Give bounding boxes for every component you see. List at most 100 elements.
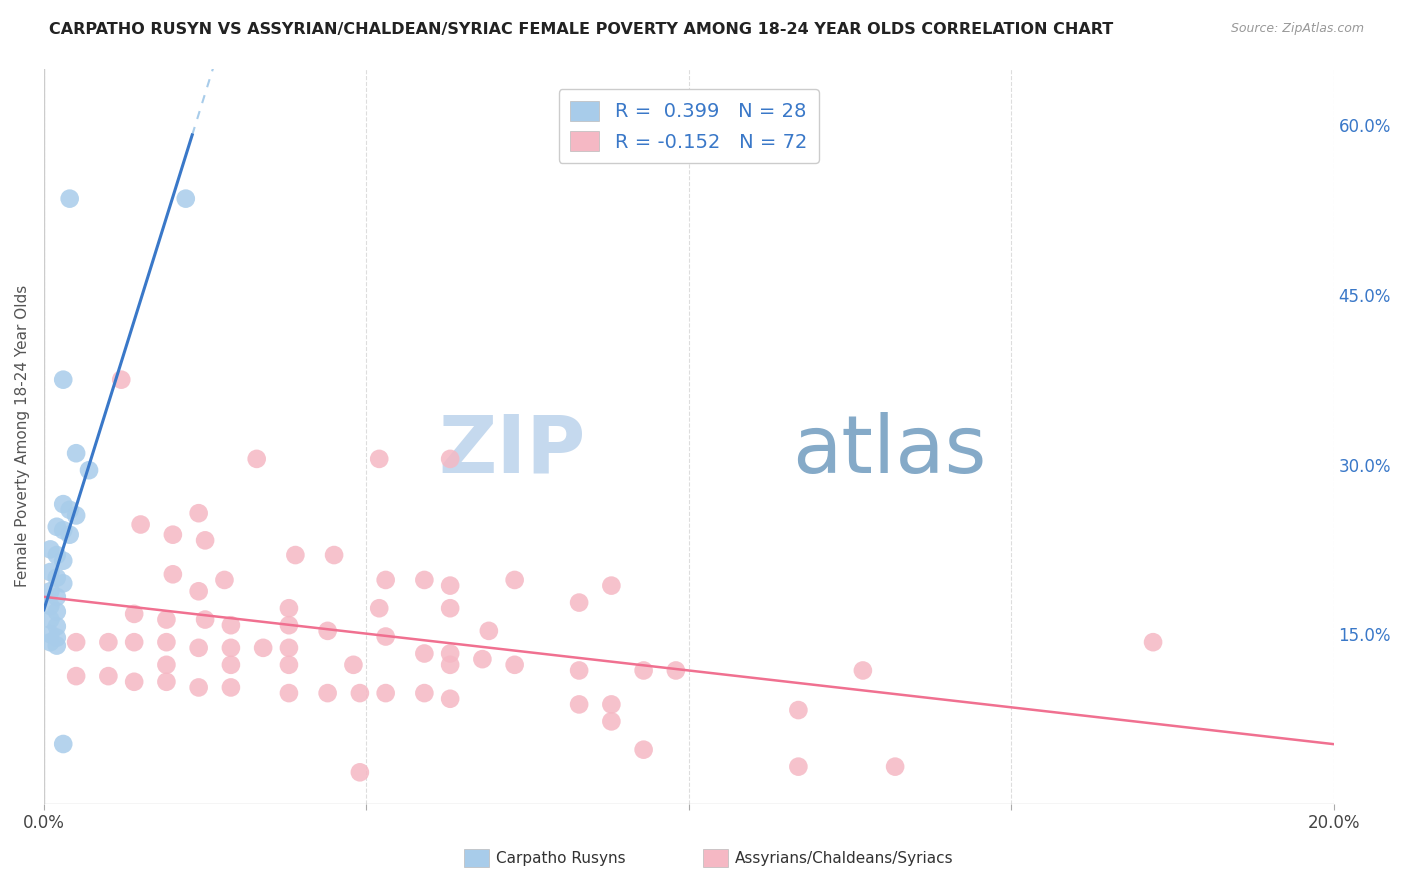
Point <box>568 664 591 678</box>
Point <box>316 624 339 638</box>
Point <box>600 579 623 593</box>
Point <box>413 647 436 661</box>
Point <box>439 647 461 661</box>
Point <box>39 613 62 627</box>
Point <box>278 618 301 632</box>
Point <box>187 681 209 695</box>
Point <box>568 698 591 712</box>
Point <box>52 373 75 387</box>
Point <box>787 759 810 773</box>
Point <box>52 497 75 511</box>
Point <box>110 373 132 387</box>
Point <box>122 635 145 649</box>
Point <box>39 565 62 579</box>
Text: atlas: atlas <box>792 412 987 490</box>
Point <box>39 599 62 613</box>
Point <box>478 624 501 638</box>
Point <box>413 573 436 587</box>
Point <box>59 192 82 206</box>
Point <box>219 657 242 672</box>
Point <box>52 737 75 751</box>
Point <box>374 686 396 700</box>
Point <box>884 759 907 773</box>
Point <box>633 742 655 756</box>
Point <box>129 517 152 532</box>
Point <box>45 571 67 585</box>
Point <box>187 640 209 655</box>
Point <box>439 657 461 672</box>
Point <box>45 548 67 562</box>
Point <box>45 639 67 653</box>
Point <box>155 635 177 649</box>
Point <box>174 192 197 206</box>
Point <box>39 627 62 641</box>
Point <box>316 686 339 700</box>
Point <box>52 523 75 537</box>
Point <box>39 584 62 599</box>
Point <box>155 674 177 689</box>
Point <box>568 596 591 610</box>
Point <box>39 542 62 557</box>
Point <box>194 533 217 548</box>
Point <box>45 631 67 645</box>
Point <box>374 573 396 587</box>
Point <box>413 686 436 700</box>
Text: Source: ZipAtlas.com: Source: ZipAtlas.com <box>1230 22 1364 36</box>
Point <box>342 657 364 672</box>
Point <box>122 674 145 689</box>
Point <box>65 508 87 523</box>
Point <box>162 567 184 582</box>
Point <box>600 698 623 712</box>
Point <box>187 506 209 520</box>
Point <box>278 640 301 655</box>
Point <box>374 630 396 644</box>
Point <box>600 714 623 729</box>
Point <box>323 548 346 562</box>
Point <box>439 691 461 706</box>
Point <box>368 601 391 615</box>
Point <box>59 527 82 541</box>
Point <box>278 601 301 615</box>
Y-axis label: Female Poverty Among 18-24 Year Olds: Female Poverty Among 18-24 Year Olds <box>15 285 30 587</box>
Point <box>219 681 242 695</box>
Point <box>1142 635 1164 649</box>
Point <box>439 451 461 466</box>
Point <box>59 503 82 517</box>
Point <box>97 635 120 649</box>
Point <box>122 607 145 621</box>
Point <box>246 451 269 466</box>
Point <box>187 584 209 599</box>
Point <box>65 635 87 649</box>
Point <box>45 520 67 534</box>
Point <box>252 640 274 655</box>
Point <box>39 635 62 649</box>
Point <box>503 657 526 672</box>
Text: ZIP: ZIP <box>439 412 585 490</box>
Point <box>439 601 461 615</box>
Point <box>52 576 75 591</box>
Point <box>77 463 100 477</box>
Point <box>219 640 242 655</box>
Point <box>162 527 184 541</box>
Point <box>52 554 75 568</box>
Legend: R =  0.399   N = 28, R = -0.152   N = 72: R = 0.399 N = 28, R = -0.152 N = 72 <box>558 89 818 163</box>
Point <box>503 573 526 587</box>
Point <box>65 669 87 683</box>
Point <box>284 548 307 562</box>
Point <box>194 613 217 627</box>
Point <box>349 765 371 780</box>
Point <box>349 686 371 700</box>
Point <box>65 446 87 460</box>
Point <box>278 686 301 700</box>
Point <box>97 669 120 683</box>
Point <box>787 703 810 717</box>
Text: CARPATHO RUSYN VS ASSYRIAN/CHALDEAN/SYRIAC FEMALE POVERTY AMONG 18-24 YEAR OLDS : CARPATHO RUSYN VS ASSYRIAN/CHALDEAN/SYRI… <box>49 22 1114 37</box>
Point <box>665 664 688 678</box>
Text: Assyrians/Chaldeans/Syriacs: Assyrians/Chaldeans/Syriacs <box>735 851 953 865</box>
Point <box>155 613 177 627</box>
Point <box>45 619 67 633</box>
Point <box>45 590 67 604</box>
Point <box>155 657 177 672</box>
Point <box>278 657 301 672</box>
Point <box>471 652 494 666</box>
